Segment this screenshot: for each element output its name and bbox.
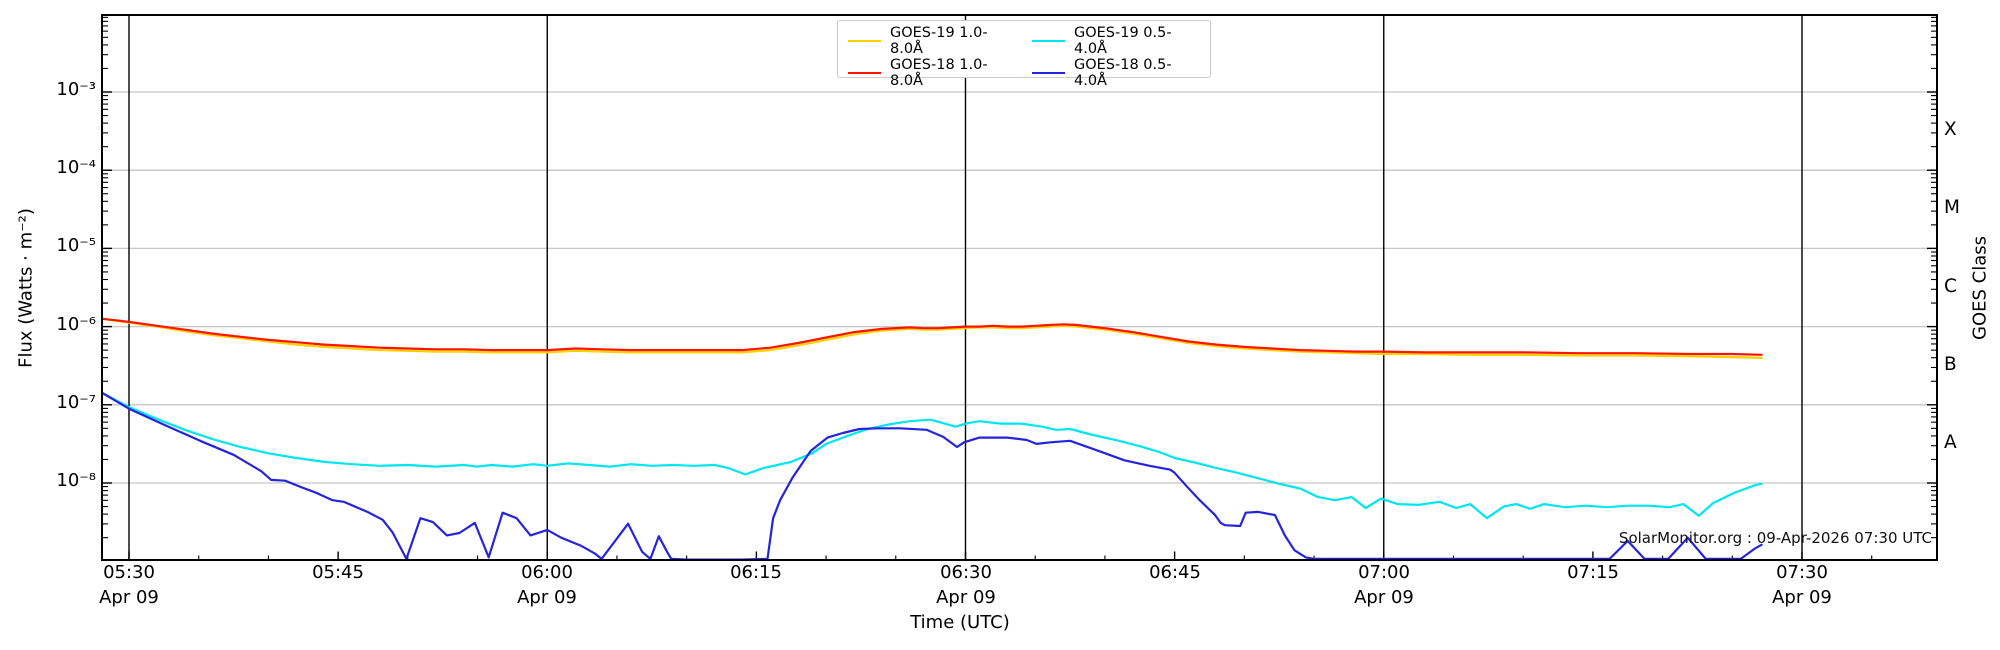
watermark-text: SolarMonitor.org : 09-Apr-2026 07:30 UTC <box>1618 529 1932 547</box>
y-tick-label: 10⁻⁸ <box>56 470 96 491</box>
x-date-label: Apr 09 <box>936 587 996 608</box>
goes-class-letter: B <box>1944 354 1957 375</box>
x-tick-label: 05:30 <box>103 562 155 583</box>
x-tick-label: 07:00 <box>1358 562 1410 583</box>
x-tick-label: 07:15 <box>1567 562 1619 583</box>
x-tick-label: 05:45 <box>312 562 364 583</box>
y-axis-title-goes-class: GOES Class <box>1969 236 1991 340</box>
x-date-label: Apr 09 <box>99 587 159 608</box>
goes-class-letter: C <box>1944 276 1957 297</box>
legend-item-goes18-long: GOES-18 1.0-8.0Å <box>848 57 1016 89</box>
legend-item-goes18-short: GOES-18 0.5-4.0Å <box>1032 57 1200 89</box>
legend-label: GOES-19 0.5-4.0Å <box>1074 25 1172 57</box>
x-axis-title: Time (UTC) <box>910 612 1010 633</box>
legend-line-swatch-red-icon <box>848 71 881 75</box>
x-tick-label: 06:00 <box>521 562 573 583</box>
x-tick-label: 06:15 <box>730 562 782 583</box>
y-tick-label: 10⁻⁴ <box>56 157 96 178</box>
x-date-label: Apr 09 <box>1772 587 1832 608</box>
legend-item-goes19-short: GOES-19 0.5-4.0Å <box>1032 25 1200 57</box>
legend-label: GOES-18 1.0-8.0Å <box>890 57 988 89</box>
x-tick-label: 07:30 <box>1776 562 1828 583</box>
legend-line-swatch-gold-icon <box>848 39 881 43</box>
y-tick-label: 10⁻⁷ <box>56 392 96 413</box>
y-tick-label: 10⁻⁶ <box>56 314 96 335</box>
goes-class-letter: X <box>1944 119 1957 140</box>
y-tick-label: 10⁻³ <box>56 79 96 100</box>
goes-class-letter: A <box>1944 432 1957 453</box>
legend-line-swatch-cyan-icon <box>1032 39 1065 43</box>
x-date-label: Apr 09 <box>517 587 577 608</box>
legend-box: GOES-19 1.0-8.0Å GOES-18 1.0-8.0Å GOES-1… <box>837 20 1211 89</box>
y-axis-title-flux: Flux (Watts · m⁻²) <box>15 208 37 368</box>
goes-class-letter: M <box>1944 197 1960 218</box>
x-tick-label: 06:45 <box>1149 562 1201 583</box>
x-tick-label: 06:30 <box>940 562 992 583</box>
legend-line-swatch-blue-icon <box>1032 71 1065 75</box>
x-date-label: Apr 09 <box>1354 587 1414 608</box>
legend-item-goes19-long: GOES-19 1.0-8.0Å <box>848 25 1016 57</box>
legend-label: GOES-19 1.0-8.0Å <box>890 25 988 57</box>
y-tick-label: 10⁻⁵ <box>56 235 96 256</box>
legend-label: GOES-18 0.5-4.0Å <box>1074 57 1172 89</box>
